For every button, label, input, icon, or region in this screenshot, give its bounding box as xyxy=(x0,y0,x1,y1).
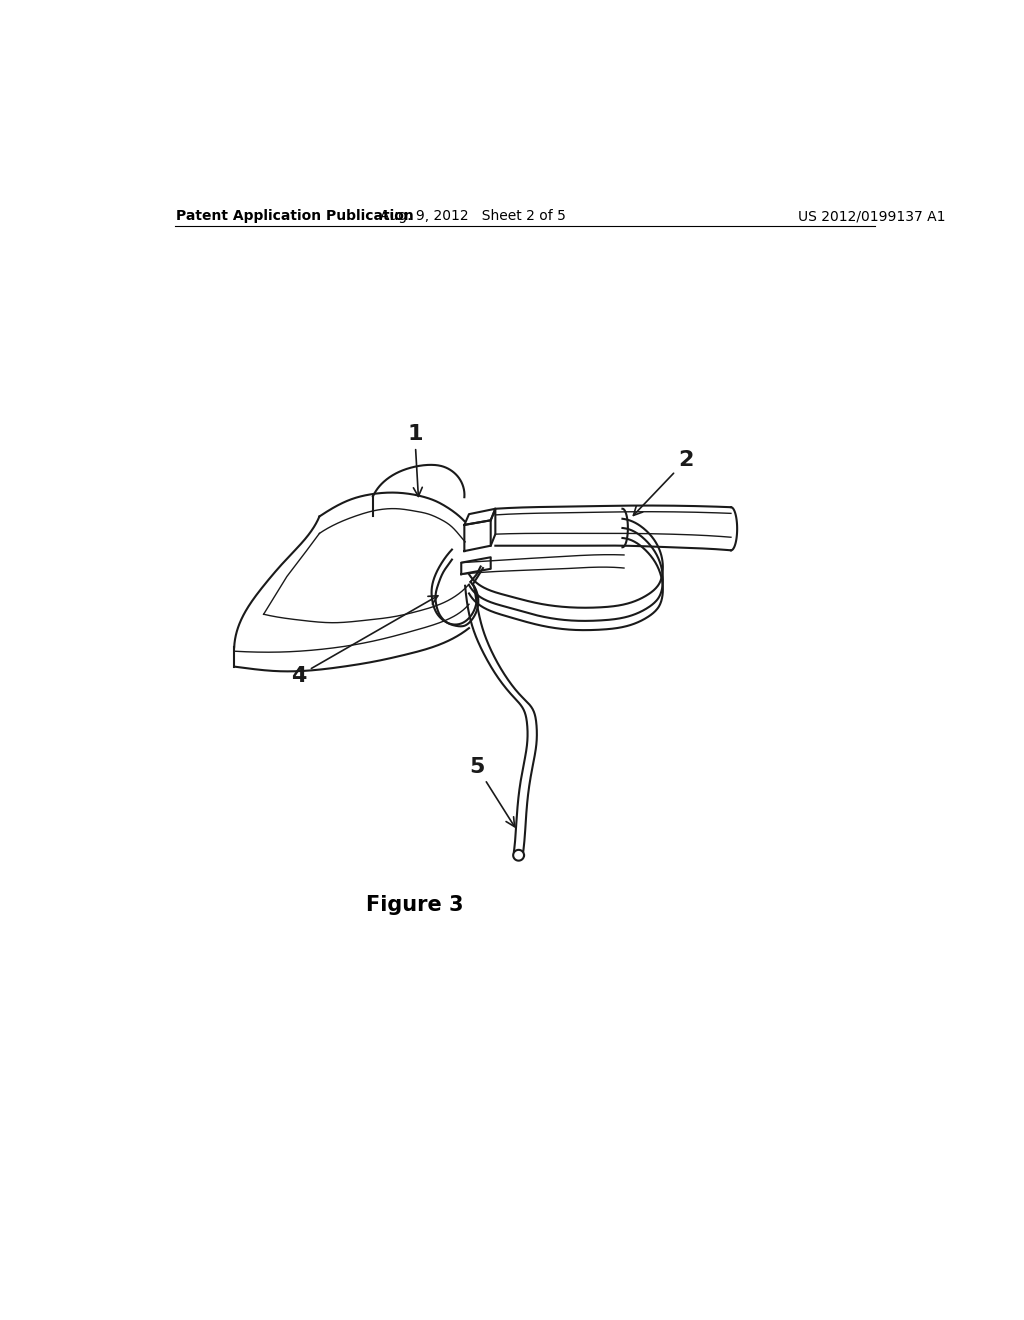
Text: Aug. 9, 2012   Sheet 2 of 5: Aug. 9, 2012 Sheet 2 of 5 xyxy=(380,209,566,223)
Text: 4: 4 xyxy=(291,595,438,686)
Text: US 2012/0199137 A1: US 2012/0199137 A1 xyxy=(799,209,946,223)
Text: 1: 1 xyxy=(407,424,423,496)
Text: 5: 5 xyxy=(469,756,515,826)
Text: 2: 2 xyxy=(634,450,693,515)
Text: Figure 3: Figure 3 xyxy=(366,895,464,915)
Text: Patent Application Publication: Patent Application Publication xyxy=(176,209,414,223)
